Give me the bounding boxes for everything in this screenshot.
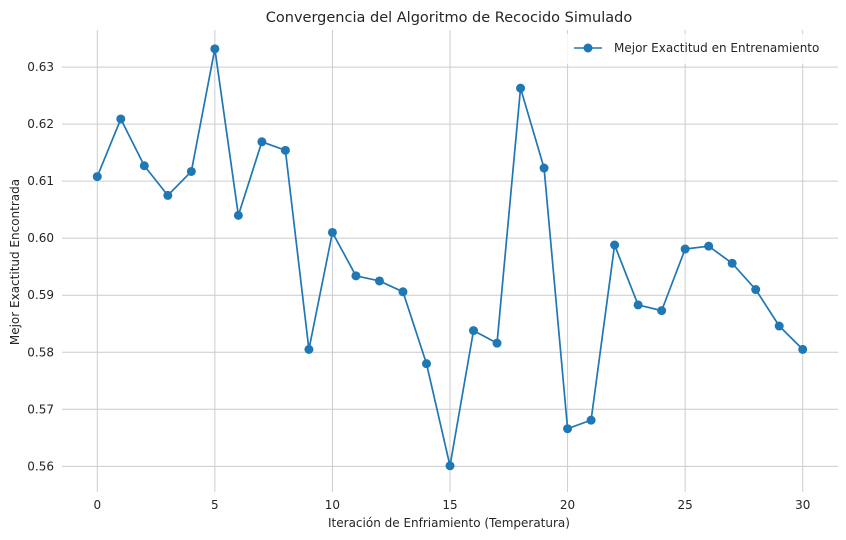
y-tick-label: 0.60: [27, 231, 54, 245]
data-point: [398, 287, 408, 297]
data-point: [610, 240, 620, 250]
data-point: [774, 321, 784, 331]
legend: Mejor Exactitud en Entrenamiento: [560, 34, 832, 64]
y-tick-label: 0.59: [27, 288, 54, 302]
x-tick-label: 25: [678, 498, 693, 512]
data-point: [421, 359, 431, 369]
x-tick-label: 15: [442, 498, 457, 512]
x-tick-label: 10: [325, 498, 340, 512]
data-point: [92, 172, 102, 182]
x-tick-labels: 0 5 10 15 20 25 30: [93, 498, 810, 512]
y-tick-label: 0.56: [27, 459, 54, 473]
data-point: [351, 271, 361, 281]
data-point: [445, 461, 455, 471]
y-tick-label: 0.58: [27, 345, 54, 359]
series-group: [92, 44, 808, 471]
data-point: [657, 306, 667, 316]
data-point: [469, 326, 479, 336]
data-point: [633, 300, 643, 310]
data-point: [374, 276, 384, 286]
data-point: [163, 190, 173, 200]
data-point: [186, 166, 196, 176]
data-point: [563, 424, 573, 434]
chart-title: Convergencia del Algoritmo de Recocido S…: [266, 10, 633, 26]
y-tick-label: 0.63: [27, 60, 54, 74]
data-point: [116, 114, 126, 124]
data-point: [210, 44, 220, 54]
data-point: [704, 241, 714, 251]
data-point: [539, 163, 549, 173]
grid-lines: [62, 30, 838, 492]
x-tick-label: 0: [93, 498, 101, 512]
y-tick-label: 0.62: [27, 117, 54, 131]
data-point: [257, 137, 267, 147]
data-point: [139, 161, 149, 171]
data-point: [233, 210, 243, 220]
data-point: [727, 258, 737, 268]
y-tick-label: 0.61: [27, 174, 54, 188]
x-axis-label: Iteración de Enfriamiento (Temperatura): [328, 516, 570, 530]
data-point: [280, 145, 290, 155]
data-point: [798, 344, 808, 354]
data-point: [327, 227, 337, 237]
data-point: [304, 344, 314, 354]
legend-box: [560, 34, 832, 64]
data-point: [751, 285, 761, 295]
data-point: [516, 83, 526, 93]
data-point: [586, 415, 596, 425]
y-axis-label: Mejor Exactitud Encontrada: [8, 179, 22, 345]
y-tick-label: 0.57: [27, 402, 54, 416]
x-tick-label: 5: [211, 498, 219, 512]
y-tick-labels: 0.56 0.57 0.58 0.59 0.60 0.61 0.62 0.63: [27, 60, 54, 473]
legend-label: Mejor Exactitud en Entrenamiento: [614, 41, 819, 55]
data-point: [492, 338, 502, 348]
x-tick-label: 30: [795, 498, 810, 512]
x-tick-label: 20: [560, 498, 575, 512]
data-point: [680, 244, 690, 254]
legend-marker: [583, 43, 593, 53]
